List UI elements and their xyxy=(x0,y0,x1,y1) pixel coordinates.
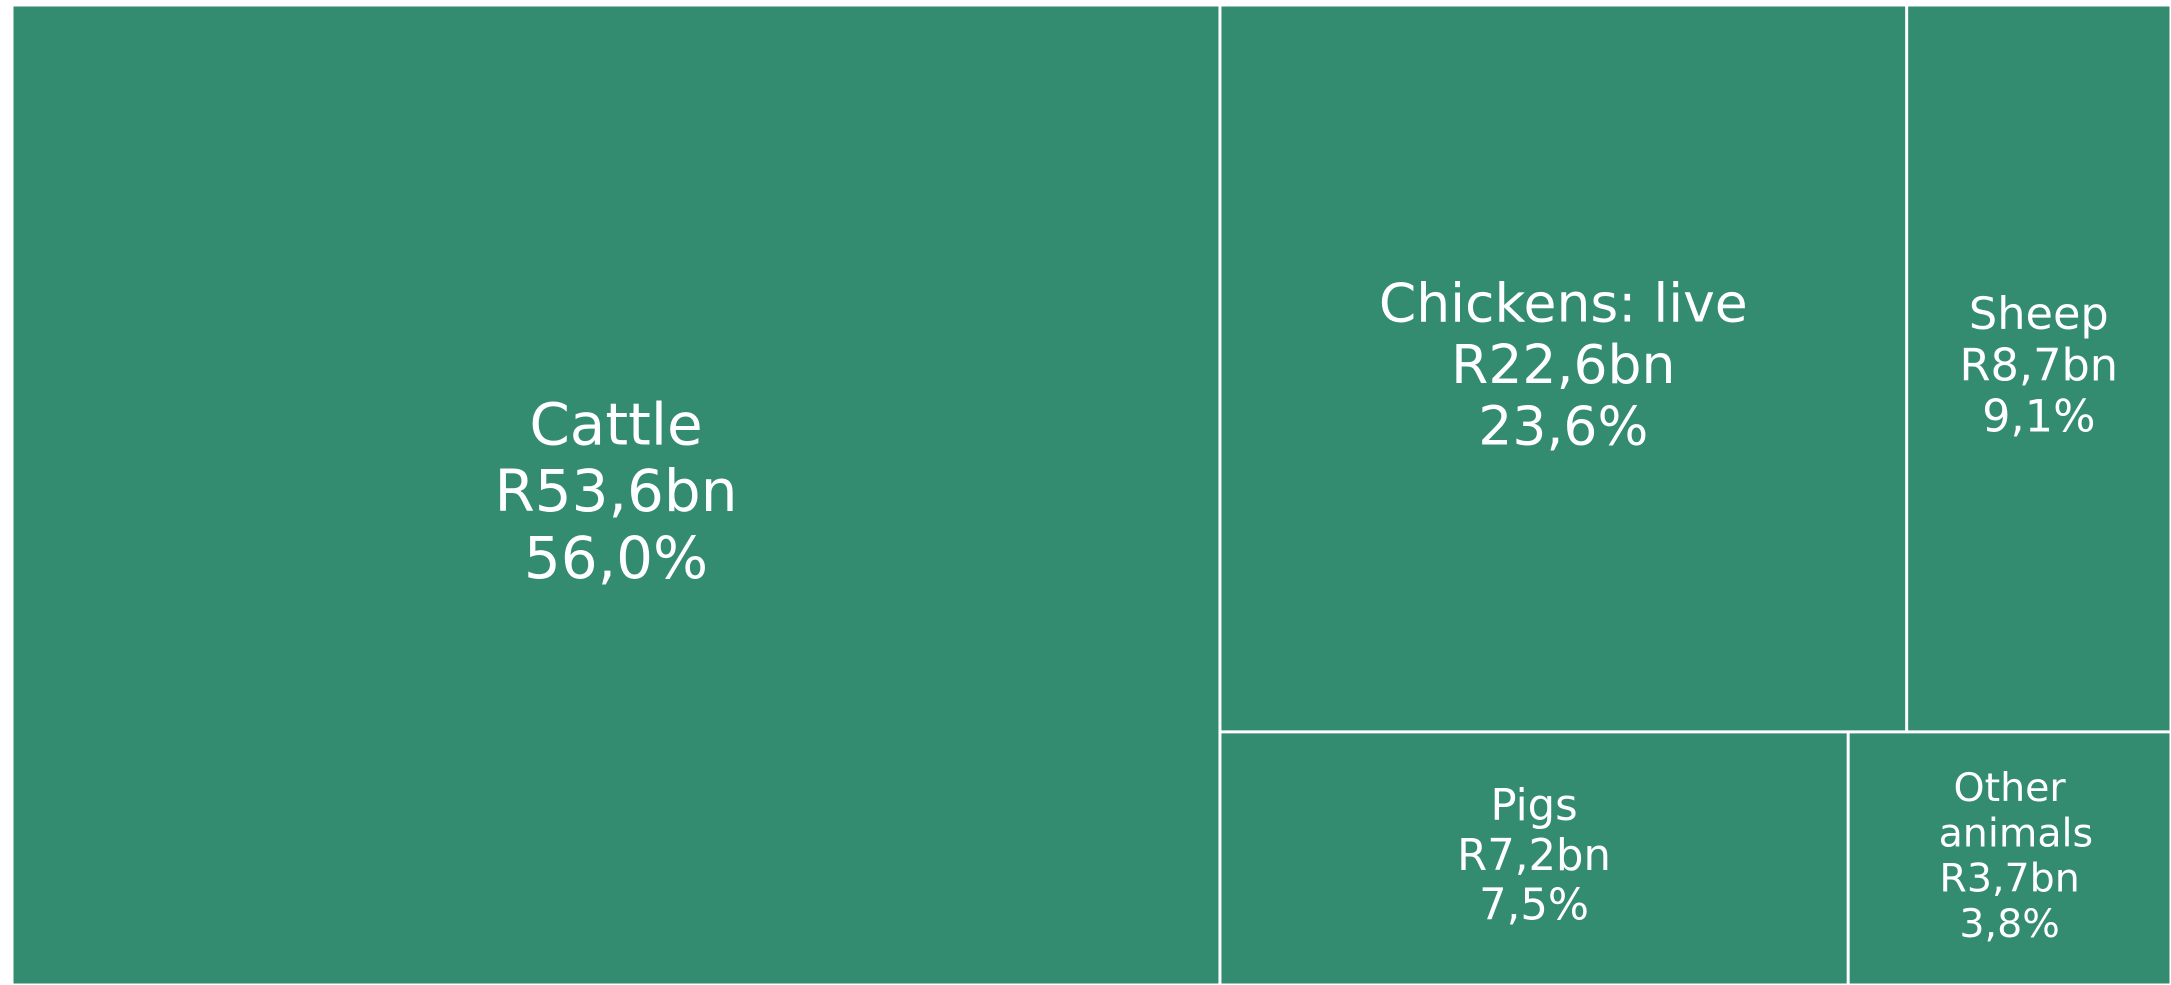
tile-percentage: 3,8% xyxy=(1959,901,2059,947)
tile-value: R3,7bn xyxy=(1939,856,2079,902)
tile xyxy=(13,6,1219,984)
tile-value: R53,6bn xyxy=(494,457,737,525)
tile xyxy=(1221,733,1847,984)
tile-label: Pigs xyxy=(1490,781,1577,831)
tile-label: Chickens: live xyxy=(1379,271,1748,334)
tile-value: R7,2bn xyxy=(1457,831,1611,881)
tile xyxy=(1908,6,2170,731)
tile-label: Sheep xyxy=(1969,288,2109,340)
tile-label: Cattle xyxy=(529,390,702,458)
tile-value: R8,7bn xyxy=(1960,339,2119,391)
tile xyxy=(1849,733,2170,984)
tile-percentage: 9,1% xyxy=(1982,391,2095,443)
tile-percentage: 23,6% xyxy=(1478,395,1648,458)
tile-value: R22,6bn xyxy=(1451,333,1675,396)
tile-percentage: 56,0% xyxy=(524,524,708,592)
tile-percentage: 7,5% xyxy=(1479,881,1589,931)
tile-label: Other animals xyxy=(1926,765,2093,856)
tile xyxy=(1221,6,1906,731)
